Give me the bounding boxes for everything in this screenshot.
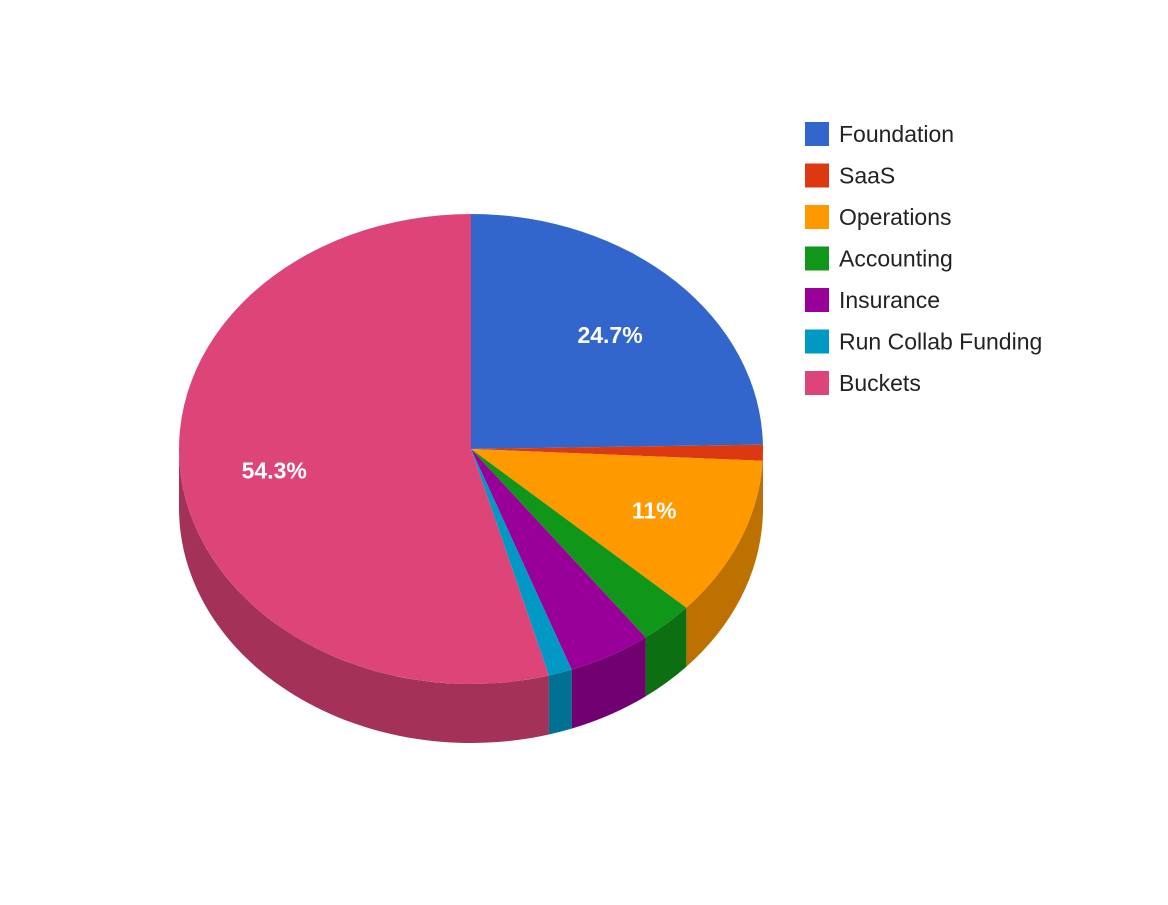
data-label-buckets: 54.3%	[242, 458, 307, 484]
legend-item-accounting[interactable]: Accounting	[805, 246, 953, 272]
legend-swatch-saas	[805, 164, 829, 188]
legend-swatch-insurance	[805, 288, 829, 312]
legend-label-insurance: Insurance	[839, 287, 940, 313]
legend-label-buckets: Buckets	[839, 370, 921, 396]
legend-swatch-accounting	[805, 247, 829, 271]
legend-item-saas[interactable]: SaaS	[805, 163, 895, 189]
pie-side-run-collab-funding	[549, 670, 572, 735]
legend-item-run-collab-funding[interactable]: Run Collab Funding	[805, 329, 1042, 355]
legend: Foundation SaaS Operations Accounting Insura…	[805, 121, 1042, 396]
legend-item-operations[interactable]: Operations	[805, 204, 952, 230]
legend-item-foundation[interactable]: Foundation	[805, 121, 954, 147]
data-label-foundation: 24.7%	[577, 322, 642, 348]
legend-label-saas: SaaS	[839, 163, 895, 189]
legend-label-operations: Operations	[839, 204, 952, 230]
legend-swatch-operations	[805, 205, 829, 229]
legend-label-accounting: Accounting	[839, 246, 953, 272]
legend-swatch-foundation	[805, 122, 829, 146]
legend-swatch-buckets	[805, 371, 829, 395]
legend-item-insurance[interactable]: Insurance	[805, 287, 940, 313]
pie-tops	[179, 214, 763, 684]
legend-label-run-collab-funding: Run Collab Funding	[839, 329, 1042, 355]
data-label-operations: 11%	[632, 498, 677, 524]
legend-item-buckets[interactable]: Buckets	[805, 370, 921, 396]
legend-swatch-run-collab-funding	[805, 330, 829, 354]
legend-label-foundation: Foundation	[839, 121, 954, 147]
